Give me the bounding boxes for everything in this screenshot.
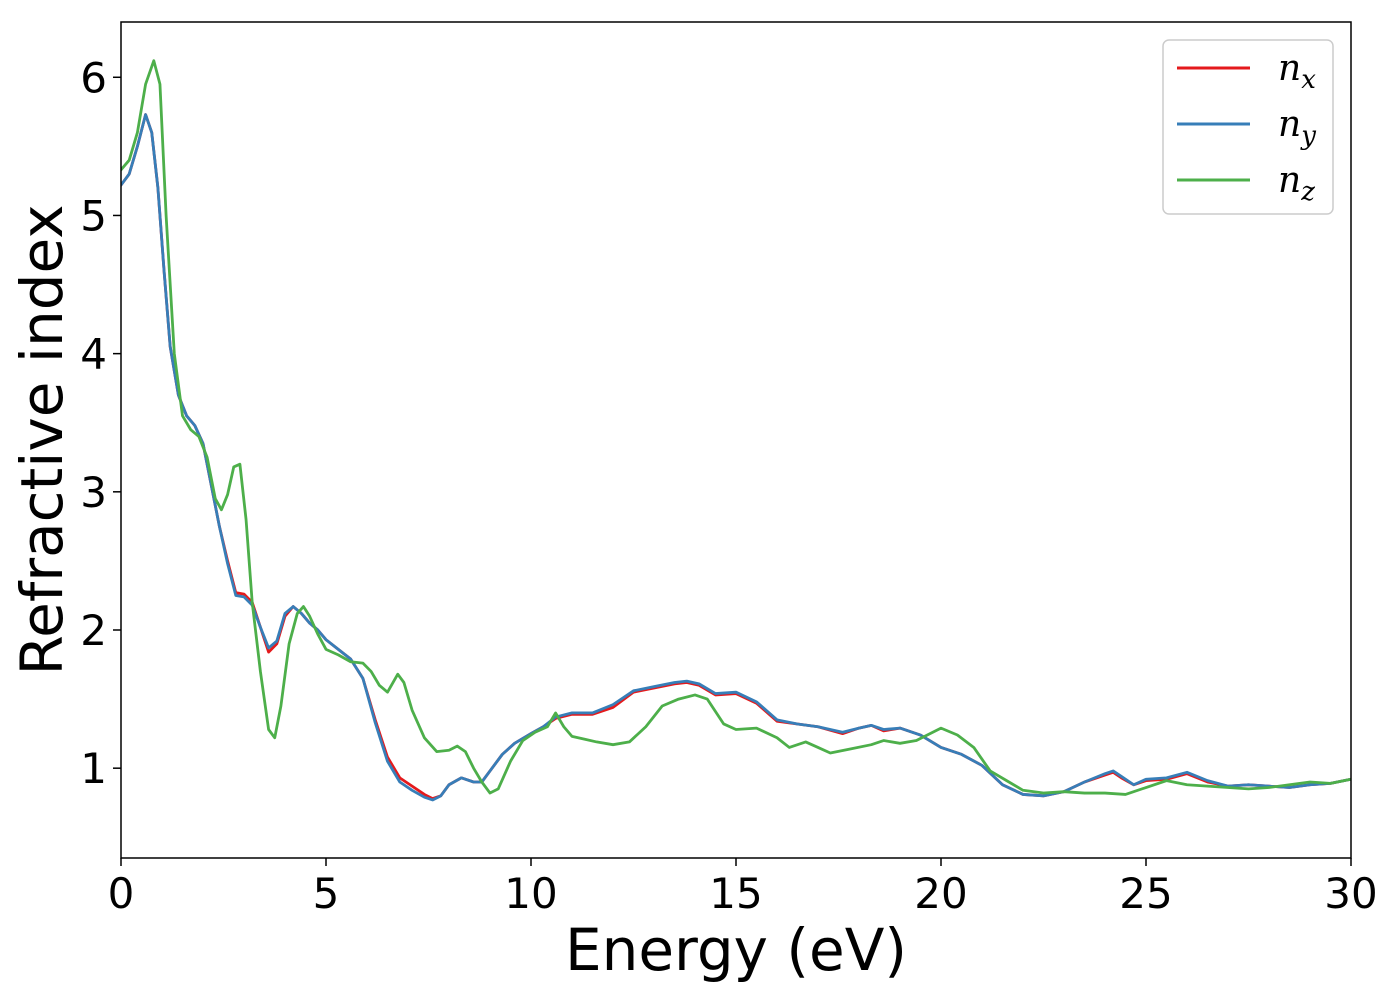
series-line-z	[121, 59, 1351, 796]
x-tick-label: 30	[1324, 869, 1377, 918]
legend-label-z: nz	[1278, 160, 1315, 207]
x-axis: 0 5 10 15 20 25 30	[108, 858, 1378, 918]
y-tick-label: 2	[80, 606, 107, 655]
x-tick-label: 0	[108, 869, 135, 918]
legend-label-subscript: y	[1300, 121, 1316, 151]
legend-label-base: n	[1278, 48, 1301, 89]
legend-label-subscript: z	[1300, 177, 1315, 207]
x-tick-label: 15	[709, 869, 762, 918]
legend-label-x: nx	[1278, 48, 1316, 95]
x-tick-label: 5	[313, 869, 340, 918]
legend-label-y: ny	[1278, 104, 1316, 151]
x-tick-label: 10	[504, 869, 557, 918]
series-layer	[121, 59, 1351, 802]
y-tick-label: 4	[80, 330, 107, 379]
y-tick-label: 5	[80, 191, 107, 240]
legend-label-base: n	[1278, 104, 1301, 145]
y-tick-label: 3	[80, 468, 107, 517]
legend-label-base: n	[1278, 160, 1301, 201]
legend-box	[1162, 39, 1334, 215]
x-tick-label: 20	[914, 869, 967, 918]
y-axis-title: Refractive index	[8, 204, 76, 675]
legend-label-subscript: x	[1301, 65, 1316, 95]
y-tick-label: 6	[80, 53, 107, 102]
x-axis-title: Energy (eV)	[565, 916, 907, 984]
y-axis: 1 2 3 4 5 6	[80, 53, 121, 793]
x-tick-label: 25	[1119, 869, 1172, 918]
y-tick-label: 1	[80, 744, 107, 793]
